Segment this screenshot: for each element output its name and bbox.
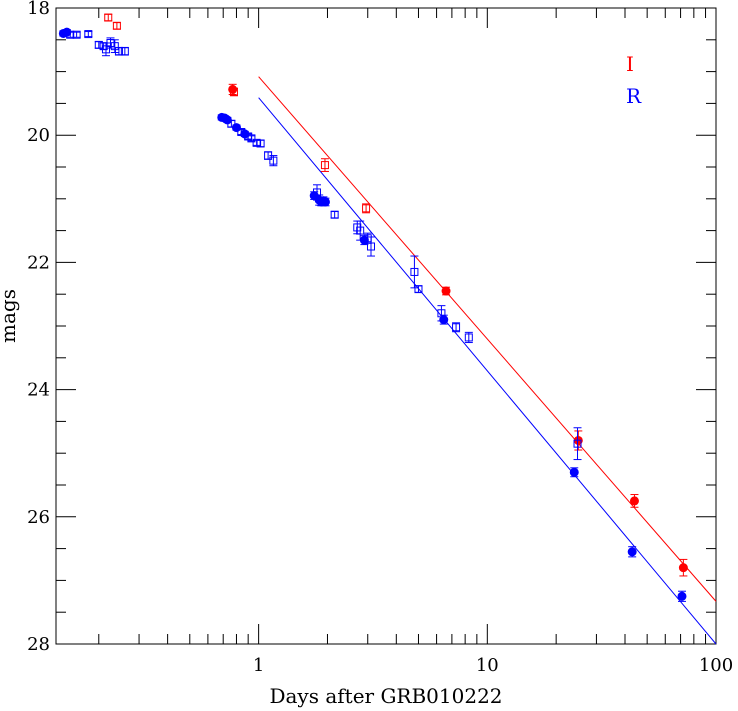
data-point xyxy=(627,546,637,558)
y-tick-label: 18 xyxy=(27,0,50,19)
marker-square xyxy=(120,47,129,56)
marker-square xyxy=(84,30,93,39)
data-point xyxy=(72,30,81,39)
x-tick-label: 100 xyxy=(699,655,733,676)
marker-square xyxy=(269,156,278,165)
data-point xyxy=(414,285,423,294)
marker-square xyxy=(464,333,473,342)
fit-line xyxy=(258,97,717,645)
x-tick-label: 1 xyxy=(253,655,264,676)
y-axis-title: mags xyxy=(0,289,20,343)
marker-square xyxy=(229,87,238,96)
marker-square xyxy=(362,204,371,213)
data-point xyxy=(410,255,419,289)
data-point xyxy=(228,83,238,95)
marker-square xyxy=(313,188,322,197)
data-point xyxy=(120,46,129,56)
data-point xyxy=(452,322,461,333)
data-points xyxy=(58,13,688,602)
marker-circle xyxy=(678,563,688,573)
data-point xyxy=(112,21,121,30)
data-point xyxy=(104,13,113,22)
marker-square xyxy=(104,13,113,22)
fit-line xyxy=(258,76,717,602)
data-point xyxy=(256,139,265,148)
axis-ticks xyxy=(56,7,717,645)
fit-lines xyxy=(258,76,717,645)
data-point xyxy=(320,197,330,207)
marker-circle xyxy=(441,286,451,296)
data-point xyxy=(677,590,687,602)
marker-square xyxy=(366,242,375,251)
marker-square xyxy=(112,21,121,30)
tick-labels: 1 10 100 18 20 22 24 26 28 xyxy=(27,0,733,676)
y-tick-label: 20 xyxy=(27,125,50,146)
data-point xyxy=(229,87,238,97)
data-point xyxy=(330,210,339,219)
x-tick-label: 10 xyxy=(476,655,499,676)
marker-circle xyxy=(228,84,238,94)
data-point xyxy=(441,286,451,296)
marker-square xyxy=(410,267,419,276)
legend-label-r: R xyxy=(626,84,642,108)
data-point xyxy=(366,236,375,257)
y-tick-label: 22 xyxy=(27,252,50,273)
marker-circle xyxy=(627,547,637,557)
data-point xyxy=(573,427,582,461)
marker-square xyxy=(256,139,265,148)
marker-circle xyxy=(320,197,330,207)
data-point xyxy=(101,42,110,57)
data-point xyxy=(269,155,278,167)
marker-circle xyxy=(629,496,639,506)
y-tick-label: 26 xyxy=(27,507,50,528)
marker-square xyxy=(110,42,119,51)
data-point xyxy=(231,123,241,133)
marker-square xyxy=(247,134,256,143)
marker-square xyxy=(94,40,103,49)
data-point xyxy=(464,331,473,344)
data-point xyxy=(84,30,93,39)
y-tick-label: 28 xyxy=(27,634,50,655)
marker-square xyxy=(114,47,123,56)
x-axis-title: Days after GRB010222 xyxy=(269,684,502,708)
marker-square xyxy=(66,30,75,39)
marker-circle xyxy=(231,123,241,133)
marker-square xyxy=(452,323,461,332)
data-point xyxy=(439,314,449,325)
marker-circle xyxy=(569,467,579,477)
data-point xyxy=(362,203,371,214)
y-tick-label: 24 xyxy=(27,380,50,401)
plot-frame xyxy=(55,7,717,645)
marker-square xyxy=(101,45,110,54)
data-point xyxy=(629,494,639,508)
marker-square xyxy=(72,30,81,39)
marker-square xyxy=(320,161,329,170)
data-point xyxy=(569,467,579,478)
marker-circle xyxy=(677,591,687,601)
legend-label-i: I xyxy=(626,52,634,76)
marker-circle xyxy=(439,315,449,325)
data-point xyxy=(94,40,103,49)
data-point xyxy=(320,158,329,172)
data-point xyxy=(106,37,115,49)
marker-square xyxy=(330,210,339,219)
data-point xyxy=(678,558,688,577)
data-point xyxy=(247,134,256,143)
marker-square xyxy=(356,226,365,235)
marker-square xyxy=(573,439,582,448)
data-point xyxy=(110,39,119,54)
marker-square xyxy=(414,285,423,294)
